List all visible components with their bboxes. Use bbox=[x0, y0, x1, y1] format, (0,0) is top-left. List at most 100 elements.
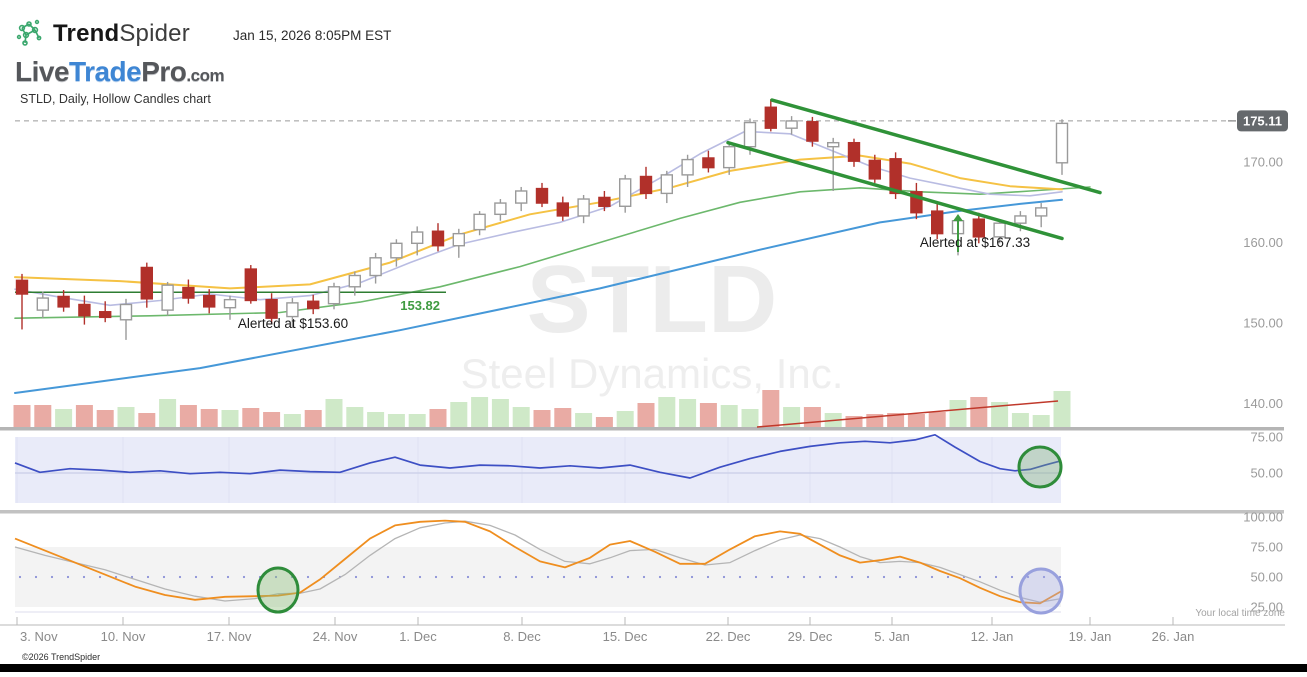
candlestick bbox=[889, 158, 902, 195]
panel-backgrounds bbox=[15, 437, 1062, 613]
candlestick bbox=[847, 141, 861, 162]
volume-bar bbox=[221, 410, 239, 427]
timezone-note: Your local time zone bbox=[1195, 608, 1285, 619]
svg-text:170.00: 170.00 bbox=[1243, 155, 1283, 170]
volume-bar bbox=[283, 414, 301, 427]
svg-text:Alerted at $167.33: Alerted at $167.33 bbox=[920, 235, 1030, 250]
volume-bar bbox=[949, 400, 967, 427]
candlestick bbox=[140, 266, 154, 300]
candlestick bbox=[452, 232, 465, 247]
candlestick bbox=[1014, 215, 1027, 224]
candlestick bbox=[619, 178, 632, 207]
svg-text:24. Nov: 24. Nov bbox=[313, 629, 358, 644]
volume-bar bbox=[970, 397, 988, 427]
ma-green-line bbox=[14, 186, 1091, 320]
alert-arrowhead bbox=[953, 214, 963, 221]
volume-bar bbox=[34, 405, 52, 427]
volume-bar bbox=[699, 403, 717, 427]
signal-circle bbox=[1018, 567, 1064, 615]
volume-bar bbox=[13, 405, 31, 427]
trendline[interactable] bbox=[770, 98, 1102, 195]
volume-bar bbox=[1053, 391, 1071, 427]
candlestick bbox=[327, 286, 341, 305]
chart-title: STLD, Daily, Hollow Candles chart bbox=[20, 92, 211, 106]
volume-bar bbox=[159, 399, 177, 427]
svg-text:75.00: 75.00 bbox=[1250, 430, 1283, 445]
candlestick bbox=[15, 279, 29, 295]
candlestick bbox=[202, 294, 216, 308]
svg-text:15. Dec: 15. Dec bbox=[603, 629, 648, 644]
volume-layer bbox=[13, 390, 1071, 428]
volume-bar bbox=[533, 410, 551, 427]
volume-bar bbox=[387, 414, 405, 427]
copyright: ©2026 TrendSpider bbox=[22, 652, 101, 662]
volume-bar bbox=[637, 403, 655, 427]
candlestick bbox=[577, 198, 590, 217]
ma-yellow-line bbox=[14, 154, 1063, 290]
svg-text:1. Dec: 1. Dec bbox=[399, 629, 437, 644]
volume-bar bbox=[616, 411, 634, 427]
volume-bar bbox=[783, 407, 801, 427]
x-axis: 3. Nov 10. Nov 17. Nov 24. Nov 1. Dec 8. Dec 1… bbox=[0, 617, 1285, 644]
svg-text:25.00: 25.00 bbox=[1250, 600, 1283, 615]
candlestick bbox=[1055, 122, 1069, 164]
svg-text:3. Nov: 3. Nov bbox=[20, 629, 58, 644]
candlestick bbox=[182, 286, 195, 299]
trendspider-logo: Trend Spider bbox=[16, 18, 190, 50]
svg-text:50.00: 50.00 bbox=[1250, 466, 1283, 481]
candlestick bbox=[972, 218, 985, 238]
ma-blue-line bbox=[14, 198, 1063, 394]
volume-bar bbox=[907, 414, 925, 427]
volume-bar bbox=[595, 417, 613, 427]
svg-text:Steel Dynamics, Inc.: Steel Dynamics, Inc. bbox=[461, 350, 844, 397]
volume-bar bbox=[346, 407, 364, 427]
volume-bar bbox=[845, 416, 863, 427]
volume-bar bbox=[720, 405, 738, 427]
candlestick bbox=[993, 222, 1006, 238]
candlestick bbox=[307, 300, 320, 310]
divider-panels bbox=[0, 510, 1284, 514]
svg-text:5. Jan: 5. Jan bbox=[874, 629, 909, 644]
brand-trend: Trend bbox=[53, 20, 120, 47]
volume-bar bbox=[928, 412, 946, 427]
candlestick bbox=[598, 196, 611, 207]
rsi-line bbox=[14, 433, 1062, 479]
candlestick bbox=[660, 174, 673, 195]
svg-text:12. Jan: 12. Jan bbox=[971, 629, 1014, 644]
candlestick bbox=[764, 106, 777, 129]
candlestick bbox=[265, 298, 278, 319]
volume-bar bbox=[75, 405, 93, 427]
volume-bar bbox=[1011, 413, 1029, 427]
volume-bar bbox=[408, 414, 426, 427]
candlestick bbox=[743, 121, 757, 148]
stochastic-k-line bbox=[14, 519, 1062, 605]
svg-text:75.00: 75.00 bbox=[1250, 540, 1283, 555]
trendline[interactable] bbox=[726, 140, 1064, 241]
chart-timestamp: Jan 15, 2026 8:05PM EST bbox=[233, 28, 392, 43]
candlestick bbox=[36, 297, 49, 311]
candlestick bbox=[57, 295, 70, 308]
volume-bar bbox=[887, 413, 905, 427]
candlestick bbox=[556, 202, 569, 217]
divider-volume bbox=[0, 427, 1284, 431]
volume-bar bbox=[471, 397, 489, 427]
candlestick bbox=[535, 187, 549, 204]
candlestick bbox=[806, 121, 819, 142]
svg-text:STLD: STLD bbox=[527, 246, 778, 353]
logo-com: .com bbox=[186, 66, 225, 85]
svg-text:150.00: 150.00 bbox=[1243, 316, 1283, 331]
candlestick bbox=[431, 230, 445, 247]
candlestick bbox=[868, 159, 881, 180]
volume-bar bbox=[96, 410, 114, 427]
svg-text:17. Nov: 17. Nov bbox=[207, 629, 252, 644]
svg-text:100.00: 100.00 bbox=[1243, 510, 1283, 525]
volume-bar bbox=[658, 397, 676, 427]
volume-bar bbox=[1032, 415, 1050, 427]
volume-bar bbox=[179, 405, 197, 427]
svg-text:19. Jan: 19. Jan bbox=[1069, 629, 1112, 644]
volume-bar bbox=[367, 412, 385, 427]
candlestick bbox=[369, 257, 382, 277]
